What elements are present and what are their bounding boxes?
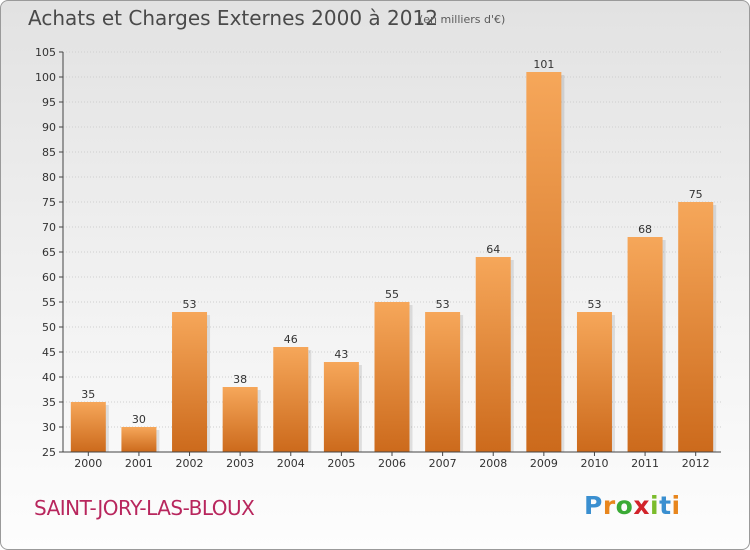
bar bbox=[374, 302, 410, 452]
x-tick-label: 2003 bbox=[226, 457, 254, 470]
data-label: 53 bbox=[587, 298, 601, 311]
x-tick-label: 2004 bbox=[277, 457, 305, 470]
bar bbox=[323, 362, 359, 452]
x-tick-label: 2000 bbox=[74, 457, 102, 470]
unit-note: (en milliers d'€) bbox=[419, 13, 506, 26]
y-tick-label: 65 bbox=[42, 246, 56, 259]
x-tick-label: 2011 bbox=[631, 457, 659, 470]
data-label: 53 bbox=[183, 298, 197, 311]
x-tick-label: 2005 bbox=[327, 457, 355, 470]
proxiti-logo: Proxiti bbox=[584, 491, 681, 520]
y-tick-label: 30 bbox=[42, 421, 56, 434]
x-tick-label: 2010 bbox=[580, 457, 608, 470]
data-label: 30 bbox=[132, 413, 146, 426]
data-label: 35 bbox=[81, 388, 95, 401]
x-tick-label: 2001 bbox=[125, 457, 153, 470]
y-tick-label: 35 bbox=[42, 396, 56, 409]
y-tick-label: 55 bbox=[42, 296, 56, 309]
x-tick-label: 2006 bbox=[378, 457, 406, 470]
commune-name: SAINT-JORY-LAS-BLOUX bbox=[34, 496, 255, 520]
x-tick-label: 2002 bbox=[176, 457, 204, 470]
bar bbox=[425, 312, 461, 452]
logo-letter: o bbox=[615, 491, 634, 520]
logo-letter: r bbox=[602, 491, 616, 520]
y-tick-label: 45 bbox=[42, 346, 56, 359]
y-tick-label: 100 bbox=[35, 71, 56, 84]
x-tick-label: 2008 bbox=[479, 457, 507, 470]
axes: 25 30 35 40 45 50 55 60 65 70 75 80 85 90 95 100 105 2000… bbox=[35, 46, 721, 470]
y-tick-label: 60 bbox=[42, 271, 56, 284]
data-label: 55 bbox=[385, 288, 399, 301]
logo-letter: i bbox=[671, 491, 681, 520]
y-tick-label: 40 bbox=[42, 371, 56, 384]
bars bbox=[70, 72, 717, 452]
labels: 35 30 53 38 46 43 55 53 64 101 53 68 75 bbox=[81, 58, 702, 426]
data-label: 64 bbox=[486, 243, 500, 256]
x-tick-label: 2007 bbox=[429, 457, 457, 470]
bar bbox=[172, 312, 208, 452]
y-tick-label: 50 bbox=[42, 321, 56, 334]
y-tick-label: 80 bbox=[42, 171, 56, 184]
bar bbox=[576, 312, 612, 452]
bar bbox=[222, 387, 258, 452]
y-tick-label: 25 bbox=[42, 446, 56, 459]
logo-letter: i bbox=[650, 491, 660, 520]
logo-letter: x bbox=[633, 491, 650, 520]
data-label: 101 bbox=[533, 58, 554, 71]
y-tick-label: 85 bbox=[42, 146, 56, 159]
bar bbox=[475, 257, 511, 452]
x-tick-label: 2009 bbox=[530, 457, 558, 470]
logo-letter: t bbox=[659, 491, 672, 520]
bar bbox=[121, 427, 157, 452]
data-label: 53 bbox=[436, 298, 450, 311]
bar bbox=[70, 402, 106, 452]
data-label: 68 bbox=[638, 223, 652, 236]
y-tick-label: 105 bbox=[35, 46, 56, 59]
bar bbox=[627, 237, 663, 452]
data-label: 46 bbox=[284, 333, 298, 346]
y-tick-label: 90 bbox=[42, 121, 56, 134]
chart-title: Achats et Charges Externes 2000 à 2012 bbox=[28, 6, 438, 30]
y-tick-label: 95 bbox=[42, 96, 56, 109]
y-tick-label: 75 bbox=[42, 196, 56, 209]
y-tick-label: 70 bbox=[42, 221, 56, 234]
bar bbox=[678, 202, 714, 452]
data-label: 43 bbox=[334, 348, 348, 361]
logo-letter: P bbox=[584, 491, 603, 520]
data-label: 75 bbox=[689, 188, 703, 201]
bar bbox=[273, 347, 309, 452]
x-tick-label: 2012 bbox=[682, 457, 710, 470]
data-label: 38 bbox=[233, 373, 247, 386]
bar bbox=[526, 72, 562, 452]
